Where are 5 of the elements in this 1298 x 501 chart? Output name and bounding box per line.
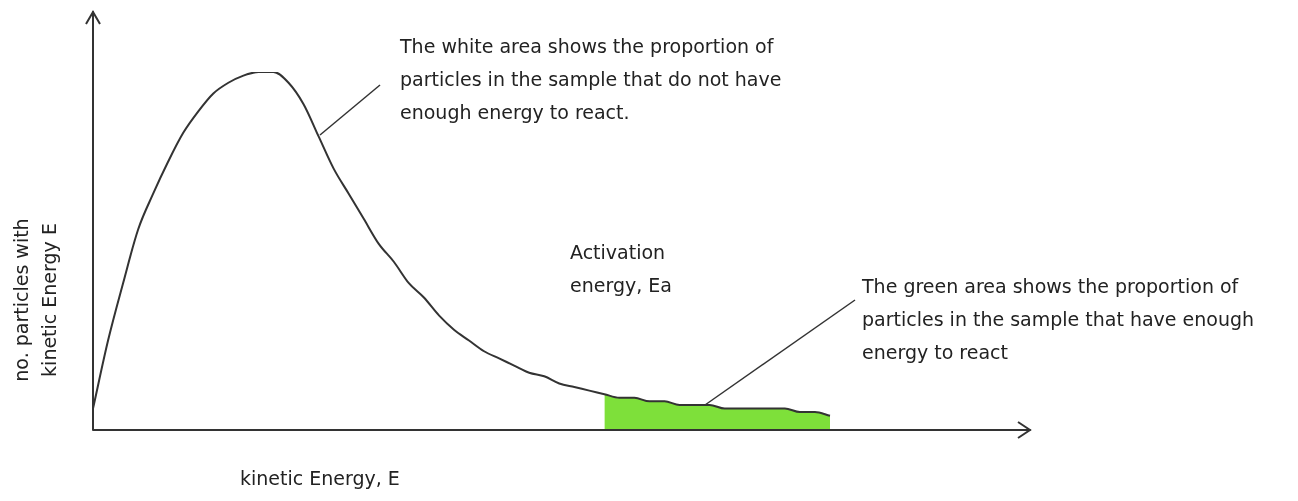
y-axis-title: no. particles with kinetic Energy E [9, 217, 61, 384]
text: The green area shows the proportion of particles in the sample that have enough energy to react [862, 274, 1256, 365]
annotation: The white area shows the proportion of particles in the sample that do not have enough energy to react. [400, 34, 783, 125]
annotation: Activation energy, Ea [570, 240, 673, 298]
x-axis-title: kinetic Energy, E [240, 466, 400, 491]
